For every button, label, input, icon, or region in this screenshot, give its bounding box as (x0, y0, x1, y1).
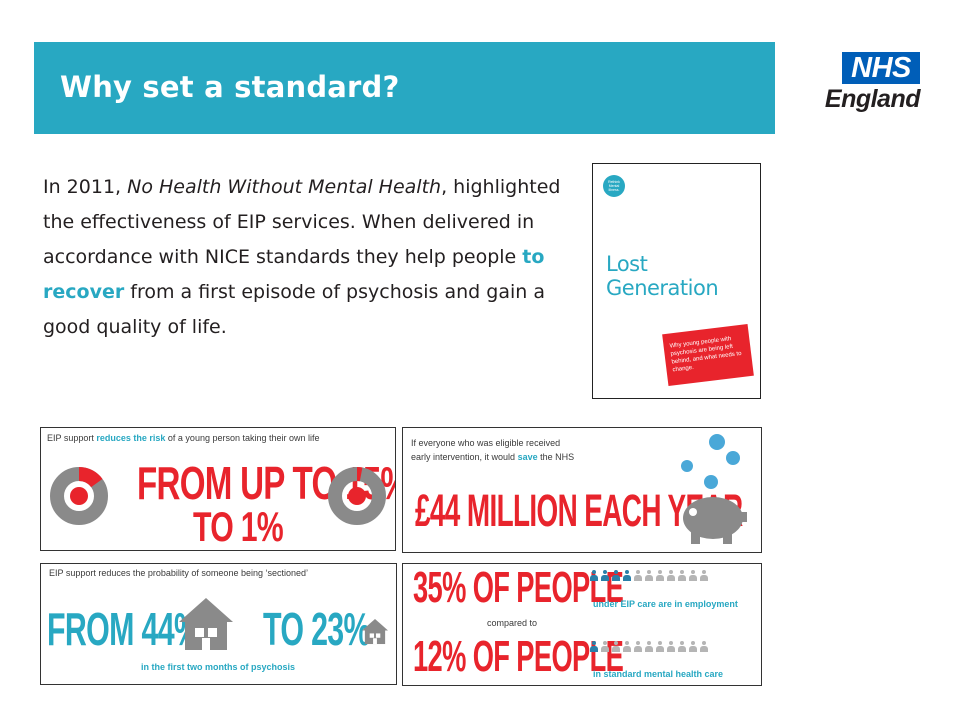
person-icon (600, 641, 609, 652)
coin-icon (709, 434, 725, 450)
caption-text: EIP support (47, 433, 97, 443)
panel3-caption: EIP support reduces the probability of s… (49, 568, 308, 578)
person-icon (655, 570, 664, 581)
caption-text: If everyone who was eligible received (411, 438, 561, 448)
person-icon (655, 641, 664, 652)
coin-icon (681, 460, 693, 472)
person-icon (633, 641, 642, 652)
person-icon (666, 570, 675, 581)
piggy-body (683, 497, 743, 539)
person-icon (611, 570, 620, 581)
caption-text: of a young person taking their own life (165, 433, 320, 443)
person-icon (688, 641, 697, 652)
house-roof (361, 618, 389, 631)
report-title: Lost Generation (606, 252, 719, 300)
employment-standard: 12% OF PEOPLE (413, 632, 624, 681)
rethink-badge: Rethink Mental Illness. (603, 175, 625, 197)
head-icon (348, 487, 366, 505)
donut-value-arc (78, 467, 103, 488)
person-icon (677, 570, 686, 581)
compared-to: compared to (487, 618, 538, 628)
person-icon (688, 570, 697, 581)
panel3-from: FROM 44% (47, 603, 201, 655)
person-icon (666, 641, 675, 652)
employment-icon-row-top (589, 570, 708, 581)
person-icon (611, 641, 620, 652)
caption-text: early intervention, it would (411, 452, 518, 462)
intro-text: from a first episode of psychosis and ga… (43, 281, 545, 338)
panel3-footer: in the first two months of psychosis (141, 662, 296, 672)
piggy-leg (723, 532, 732, 544)
intro-text: , highlighted the effectiveness of EIP s… (43, 176, 561, 268)
person-icon (644, 570, 653, 581)
caption-line: early intervention, it would save the NH… (411, 450, 574, 464)
panel1-to: TO 1% (193, 503, 284, 550)
person-icon (633, 570, 642, 581)
employment-infographic: 35% OF PEOPLE under EIP care are in empl… (402, 563, 762, 686)
house-icon-large (179, 598, 233, 650)
caption-highlight: save (517, 452, 538, 462)
nhs-england-logo: NHS England (820, 52, 924, 114)
panel1-caption: EIP support reduces the risk of a young … (47, 433, 320, 443)
panel2-caption: If everyone who was eligible received ear… (411, 436, 574, 464)
person-icon (622, 570, 631, 581)
lost-generation-report-cover: Rethink Mental Illness. Lost Generation … (592, 163, 761, 399)
employment-standard-label: in standard mental health care (593, 669, 724, 679)
head-icon (70, 487, 88, 505)
nhs-logo-region: England (824, 85, 921, 113)
employment-icon-row-bottom (589, 641, 708, 652)
nhs-logo-box: NHS (842, 52, 920, 84)
donut-chart-right (328, 467, 386, 525)
person-icon (589, 641, 598, 652)
coin-icon (726, 451, 740, 465)
suicide-risk-infographic: EIP support reduces the risk of a young … (40, 427, 396, 551)
house-door (373, 638, 377, 645)
person-icon (622, 641, 631, 652)
title-banner: Why set a standard? (34, 42, 775, 134)
donut-chart-left (50, 467, 108, 525)
house-roof (179, 598, 233, 622)
employment-eip: 35% OF PEOPLE (413, 563, 624, 612)
house-window (208, 628, 217, 637)
report-tagline: Why young people with psychosis are bein… (662, 323, 754, 387)
savings-infographic: If everyone who was eligible received ear… (402, 427, 762, 553)
coin-icon (704, 475, 718, 489)
person-icon (589, 570, 598, 581)
panel3-to: TO 23% (263, 603, 371, 655)
slide-title: Why set a standard? (60, 70, 400, 104)
person-icon (600, 570, 609, 581)
house-window (375, 633, 381, 638)
person-icon (677, 641, 686, 652)
house-icon-small (361, 618, 389, 645)
sectioning-infographic: EIP support reduces the probability of s… (40, 563, 397, 685)
person-icon (699, 570, 708, 581)
piggy-snout (739, 512, 747, 522)
person-icon (699, 641, 708, 652)
employment-eip-label: under EIP care are in employment (593, 599, 738, 609)
piggy-leg (691, 532, 700, 544)
house-wall (364, 629, 386, 645)
house-door (202, 638, 210, 650)
intro-paragraph: In 2011, No Health Without Mental Health… (43, 170, 573, 345)
caption-highlight: reduces the risk (96, 433, 166, 443)
intro-text: In 2011, (43, 176, 128, 198)
intro-highlight: to recover (43, 246, 545, 303)
house-window (195, 628, 204, 637)
house-window (369, 633, 375, 638)
policy-title: No Health Without Mental Health (127, 176, 442, 198)
piggy-bank-icon (681, 434, 747, 544)
piggy-eye (689, 508, 697, 516)
caption-text: the NHS (537, 452, 575, 462)
person-icon (644, 641, 653, 652)
